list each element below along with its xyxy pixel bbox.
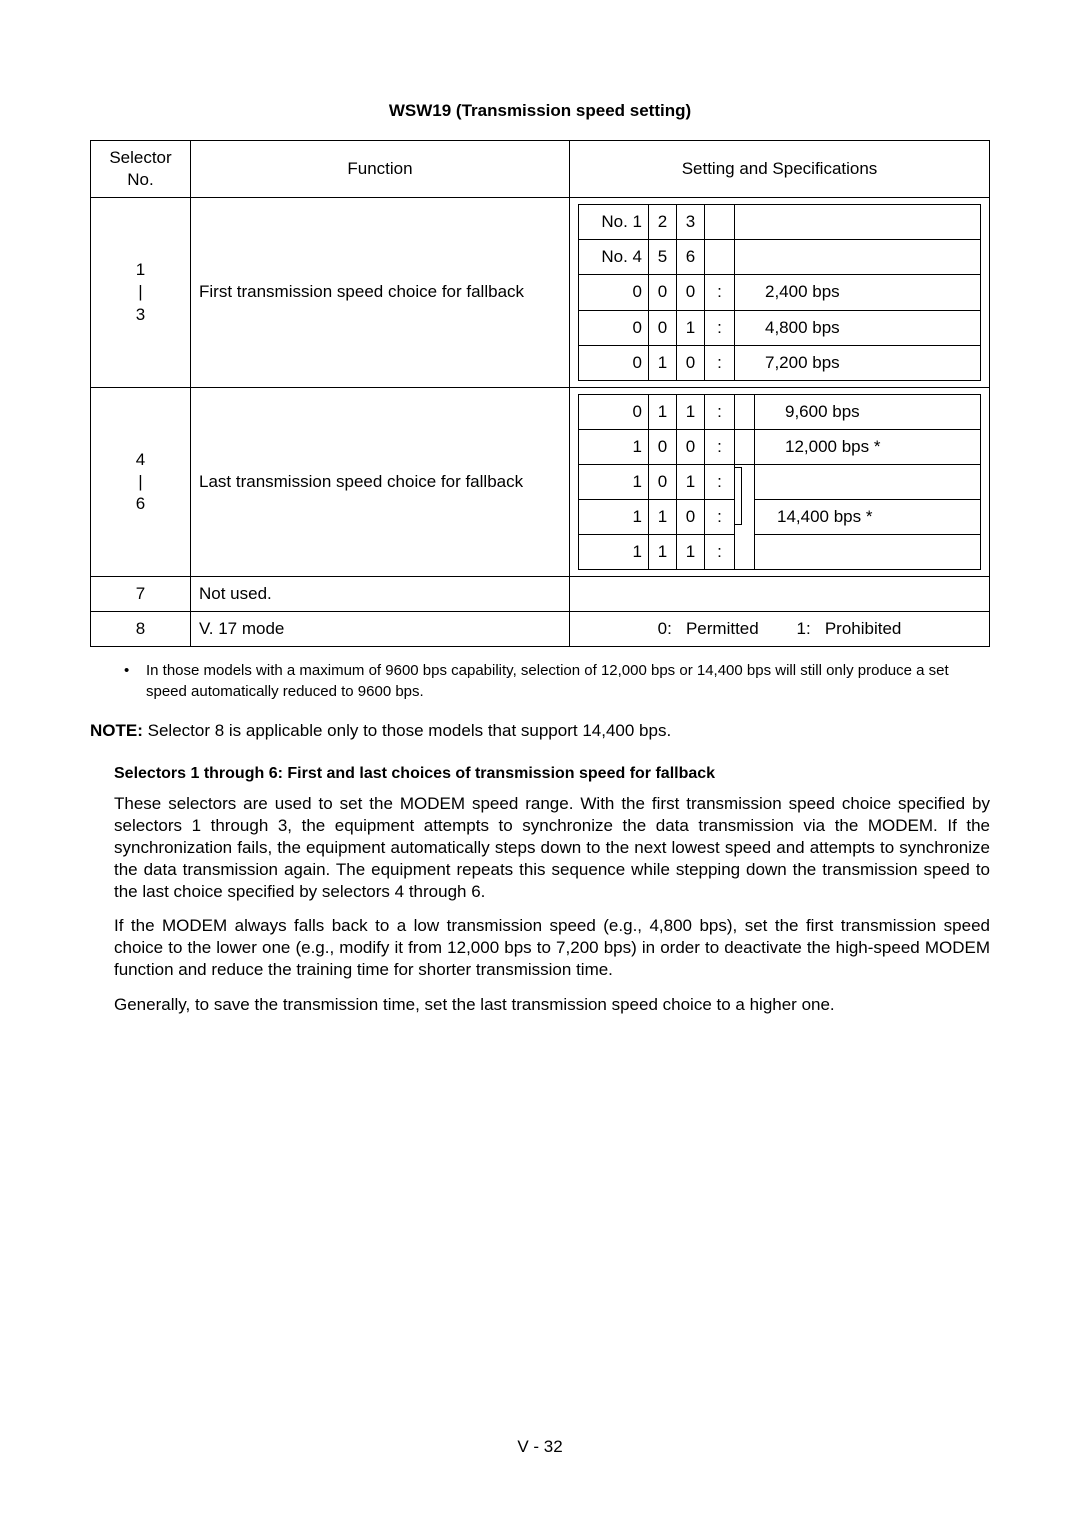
table-row: 7 Not used. bbox=[91, 577, 990, 612]
spec-grid: 011:9,600 bps 100:12,000 bps * 101: 110:… bbox=[578, 394, 981, 570]
selector-cell: 4 | 6 bbox=[91, 387, 191, 576]
selector-cell: 8 bbox=[91, 612, 191, 647]
function-cell: Last transmission speed choice for fallb… bbox=[191, 387, 570, 576]
paragraph: These selectors are used to set the MODE… bbox=[114, 793, 990, 903]
spec-cell: No. 123 No. 456 000:2,400 bps 001:4,800 … bbox=[570, 198, 990, 387]
note-line: NOTE: Selector 8 is applicable only to t… bbox=[90, 720, 990, 742]
spec-cell: 011:9,600 bps 100:12,000 bps * 101: 110:… bbox=[570, 387, 990, 576]
table-row: 8 V. 17 mode 0: Permitted 1: Prohibited bbox=[91, 612, 990, 647]
table-row: 4 | 6 Last transmission speed choice for… bbox=[91, 387, 990, 576]
table-row: 1 | 3 First transmission speed choice fo… bbox=[91, 198, 990, 387]
paragraph: Generally, to save the transmission time… bbox=[114, 994, 990, 1016]
header-function: Function bbox=[191, 141, 570, 198]
bullet-note: In those models with a maximum of 9600 b… bbox=[124, 661, 990, 702]
header-setting: Setting and Specifications bbox=[570, 141, 990, 198]
function-cell: V. 17 mode bbox=[191, 612, 570, 647]
note-label: NOTE: bbox=[90, 721, 143, 740]
settings-table: Selector No. Function Setting and Specif… bbox=[90, 140, 990, 647]
note-text: Selector 8 is applicable only to those m… bbox=[148, 721, 672, 740]
page-number: V - 32 bbox=[0, 1436, 1080, 1458]
spec-cell bbox=[570, 577, 990, 612]
selector-cell: 1 | 3 bbox=[91, 198, 191, 387]
function-cell: Not used. bbox=[191, 577, 570, 612]
spec-grid: No. 123 No. 456 000:2,400 bps 001:4,800 … bbox=[578, 204, 981, 380]
page-title: WSW19 (Transmission speed setting) bbox=[90, 100, 990, 122]
section-heading: Selectors 1 through 6: First and last ch… bbox=[114, 764, 990, 785]
spec-cell: 0: Permitted 1: Prohibited bbox=[570, 612, 990, 647]
bracket-icon bbox=[735, 467, 742, 525]
paragraph: If the MODEM always falls back to a low … bbox=[114, 915, 990, 981]
selector-cell: 7 bbox=[91, 577, 191, 612]
function-cell: First transmission speed choice for fall… bbox=[191, 198, 570, 387]
header-selector: Selector No. bbox=[91, 141, 191, 198]
